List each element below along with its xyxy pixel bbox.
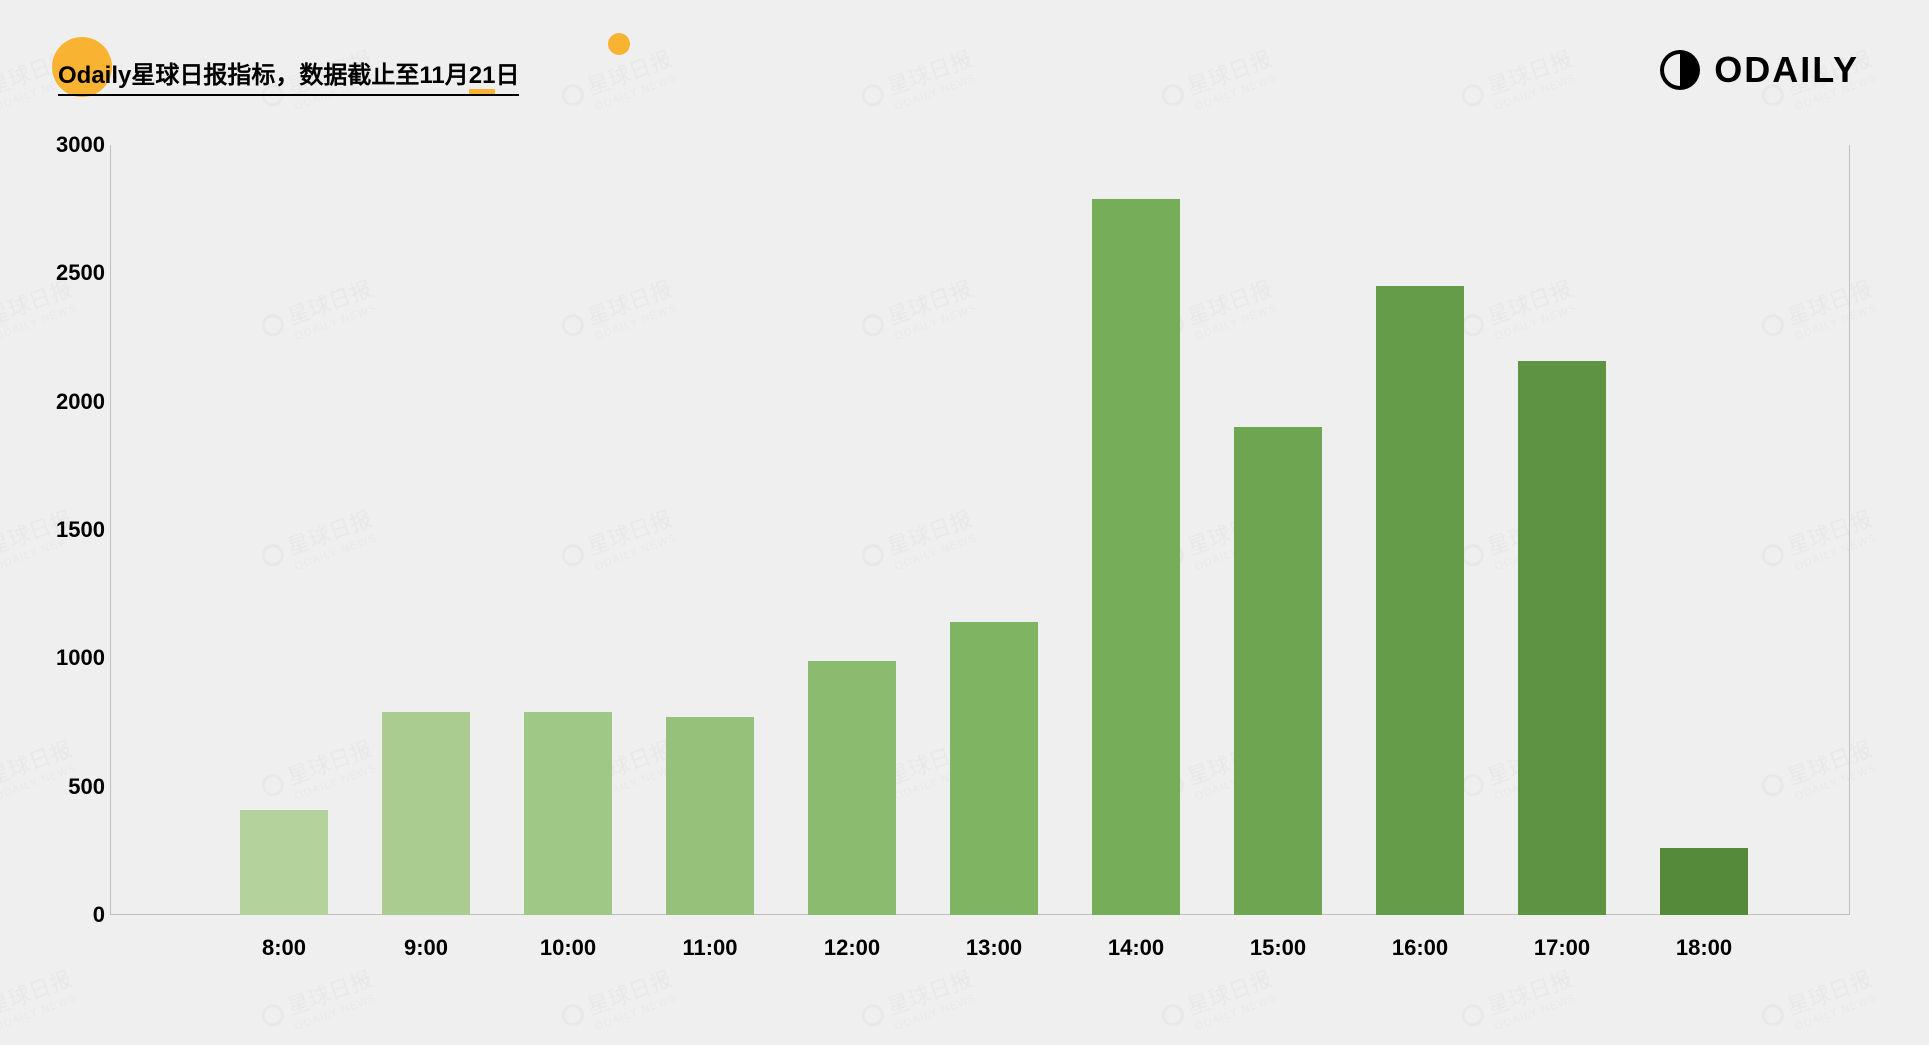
watermark: 星球日报ODAILY NEWS [1156, 961, 1280, 1042]
x-tick-label: 10:00 [540, 935, 596, 961]
bar-chart: 050010001500200025003000 8:009:0010:0011… [110, 145, 1850, 915]
bar [666, 717, 754, 915]
x-tick-label: 16:00 [1392, 935, 1448, 961]
chart-title-text: Odaily星球日报指标，数据截止至11月21日 [58, 55, 519, 96]
bar [1518, 361, 1606, 915]
plot-area [110, 145, 1850, 915]
bar [524, 712, 612, 915]
y-tick-label: 2500 [56, 260, 105, 286]
bar [1376, 286, 1464, 915]
watermark: 星球日报ODAILY NEWS [0, 961, 80, 1042]
bar [1234, 427, 1322, 915]
watermark: 星球日报ODAILY NEWS [1456, 41, 1580, 122]
x-tick-label: 8:00 [262, 935, 306, 961]
y-tick-label: 500 [68, 774, 105, 800]
x-tick-label: 14:00 [1108, 935, 1164, 961]
x-tick-label: 12:00 [824, 935, 880, 961]
title-dot-decoration [608, 33, 630, 55]
watermark: 星球日报ODAILY NEWS [856, 961, 980, 1042]
bar [808, 661, 896, 915]
y-tick-label: 1000 [56, 645, 105, 671]
x-tick-label: 18:00 [1676, 935, 1732, 961]
x-tick-label: 15:00 [1250, 935, 1306, 961]
x-tick-label: 13:00 [966, 935, 1022, 961]
y-tick-label: 0 [93, 902, 105, 928]
x-tick-label: 9:00 [404, 935, 448, 961]
brand-logo-area: ODAILY [1658, 48, 1859, 92]
x-tick-label: 17:00 [1534, 935, 1590, 961]
bars-container [110, 145, 1850, 915]
watermark: 星球日报ODAILY NEWS [256, 961, 380, 1042]
watermark: 星球日报ODAILY NEWS [556, 961, 680, 1042]
y-tick-label: 2000 [56, 389, 105, 415]
watermark: 星球日报ODAILY NEWS [1456, 961, 1580, 1042]
bar [950, 622, 1038, 915]
chart-title: Odaily星球日报指标，数据截止至11月21日 [58, 55, 519, 96]
y-axis: 050010001500200025003000 [55, 145, 105, 915]
bar [1092, 199, 1180, 915]
watermark: 星球日报ODAILY NEWS [1156, 41, 1280, 122]
odaily-logo-icon [1658, 48, 1702, 92]
bar [240, 810, 328, 915]
y-tick-label: 3000 [56, 132, 105, 158]
watermark: 星球日报ODAILY NEWS [856, 41, 980, 122]
bar [382, 712, 470, 915]
x-tick-label: 11:00 [682, 935, 737, 961]
bar [1660, 848, 1748, 915]
y-tick-label: 1500 [56, 517, 105, 543]
watermark: 星球日报ODAILY NEWS [1756, 961, 1880, 1042]
x-axis-labels: 8:00 9:00 10:00 11:00 12:00 13:00 14:00 15:00 16… [110, 935, 1850, 965]
brand-name: ODAILY [1714, 49, 1859, 91]
